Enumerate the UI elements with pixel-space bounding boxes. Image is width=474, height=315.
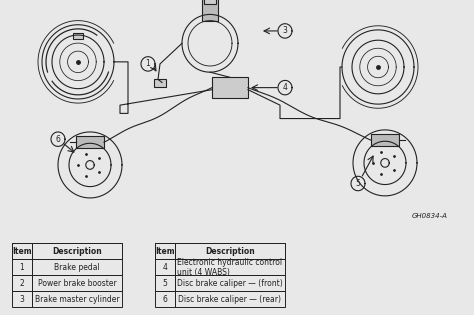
Bar xyxy=(175,259,285,275)
Bar xyxy=(12,243,32,259)
Bar xyxy=(371,134,399,146)
Bar xyxy=(212,77,248,98)
Text: Item: Item xyxy=(12,247,32,256)
Text: Disc brake caliper — (rear): Disc brake caliper — (rear) xyxy=(179,295,282,304)
Bar xyxy=(175,291,285,307)
Bar xyxy=(32,259,122,275)
Text: Item: Item xyxy=(155,247,175,256)
Text: Brake master cylinder: Brake master cylinder xyxy=(35,295,119,304)
Text: 4: 4 xyxy=(283,83,287,92)
Bar xyxy=(155,243,285,259)
Text: 3: 3 xyxy=(283,26,287,35)
Text: Brake pedal: Brake pedal xyxy=(54,263,100,272)
Text: GH0834-A: GH0834-A xyxy=(412,214,448,220)
Text: Description: Description xyxy=(205,247,255,256)
Text: Power brake booster: Power brake booster xyxy=(37,279,117,288)
Text: 6: 6 xyxy=(163,295,167,304)
Text: 5: 5 xyxy=(356,179,360,188)
Text: 2: 2 xyxy=(19,279,24,288)
Bar xyxy=(155,275,175,291)
Bar xyxy=(155,259,175,275)
Bar xyxy=(32,243,122,259)
Bar xyxy=(155,291,175,307)
Bar xyxy=(12,243,122,259)
Text: 3: 3 xyxy=(19,295,25,304)
Text: Electronic hydraulic control
unit (4 WABS): Electronic hydraulic control unit (4 WAB… xyxy=(177,258,283,277)
Bar xyxy=(175,243,285,259)
Text: 1: 1 xyxy=(19,263,24,272)
Text: 4: 4 xyxy=(163,263,167,272)
Text: 6: 6 xyxy=(55,135,61,144)
Text: Disc brake caliper — (front): Disc brake caliper — (front) xyxy=(177,279,283,288)
Bar xyxy=(32,291,122,307)
Bar xyxy=(12,291,32,307)
Text: 5: 5 xyxy=(163,279,167,288)
Bar xyxy=(76,136,104,148)
Bar xyxy=(73,33,83,39)
Bar xyxy=(155,243,175,259)
Bar xyxy=(154,79,166,87)
Text: Description: Description xyxy=(52,247,102,256)
Bar xyxy=(202,0,218,20)
Bar xyxy=(12,259,32,275)
Bar xyxy=(12,275,32,291)
Bar xyxy=(175,275,285,291)
Text: 1: 1 xyxy=(146,60,150,68)
Bar xyxy=(32,275,122,291)
Bar xyxy=(204,0,216,4)
